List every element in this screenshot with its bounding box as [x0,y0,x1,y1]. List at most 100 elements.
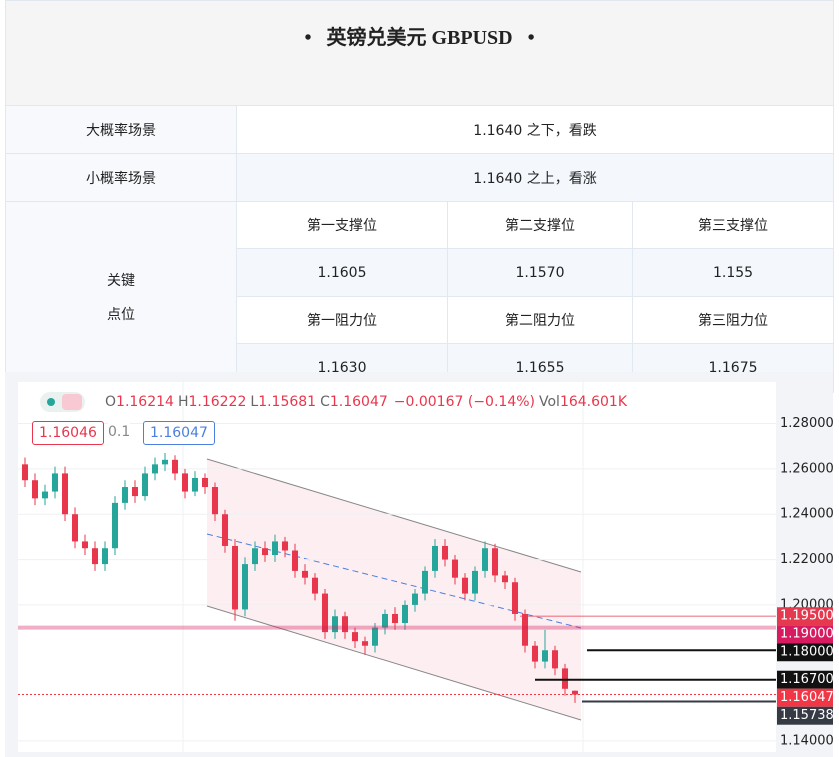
candle-body [512,582,518,614]
candle-body [362,641,368,646]
title: 英镑兑美元 GBPUSD [326,27,513,49]
title-cell: • 英镑兑美元 GBPUSD • [4,0,835,106]
price-label: 1.15738 [780,708,834,723]
price-label-bg [777,688,833,707]
price-label: 1.19000 [780,627,834,642]
candle-body [102,548,108,565]
ohlc-key: C [320,394,330,410]
cell: 大概率场景 [5,105,237,154]
candle-body [522,613,528,646]
candle-body [372,627,378,646]
change: −0.00167 (−0.14%) [393,394,535,410]
candle-body [72,514,78,542]
candle-body [282,541,288,551]
cell: 第一阻力位 [236,296,448,344]
ohlc-value: 1.16047 [329,394,388,410]
candle-body [392,613,398,624]
price-label: 1.19500 [780,609,834,624]
candle-body [322,593,328,633]
cell: 1.155 [631,248,835,297]
candle-body [432,545,438,571]
candle-body [422,570,428,594]
candle-body [552,650,558,669]
ohlc-value: 1.16214 [116,394,174,410]
volume-value: 164.601K [559,394,628,410]
cell: 关键 点位 [5,201,237,393]
candle-body [312,577,318,594]
candle-body [502,575,508,583]
candle-body [272,541,278,556]
candle-body [542,650,548,662]
cell: 1.1640 之下，看跌 [235,105,835,154]
candle-body [182,473,188,492]
price-label-bg [777,706,833,725]
price-label-bg [777,625,833,644]
price-label-bg [777,607,833,626]
candle-body [232,545,238,610]
candle-body [252,548,258,565]
ask-box[interactable]: 1.16047 [143,421,215,445]
y-tick-label: 1.26000 [780,461,834,476]
ohlc-key: H [177,394,189,410]
price-label: 1.16700 [780,672,834,687]
candle-body [82,541,88,549]
candle-body [32,480,38,499]
ohlc-legend: O1.16214 H1.16222 L1.15681 C1.16047 −0.00167… [101,394,627,410]
price-label: 1.18000 [780,645,834,660]
candle-body [382,613,388,628]
price-label-bg [777,643,833,662]
candle-body [242,564,248,610]
ohlc-key: O [105,394,117,410]
candle-body [152,464,158,474]
candle-body [92,548,98,565]
cell: 第三阻力位 [631,296,835,344]
price-label-bg [777,670,833,689]
ohlc-value: 1.15681 [258,394,317,410]
candle-body [492,548,498,576]
cell: 第三支撑位 [631,201,835,249]
key-label: 点位 [107,307,135,323]
candle-body [22,464,28,481]
candle-body [332,616,338,633]
y-tick-label: 1.24000 [780,507,834,522]
candle-body [452,559,458,578]
y-tick-label: 1.14000 [780,733,834,748]
candle-body [402,604,408,624]
candle-body [52,473,58,492]
candle-body [122,487,128,503]
cell: 第二支撑位 [447,201,633,249]
candle-body [412,593,418,605]
candle-body [532,645,538,662]
bid-box[interactable]: 1.16046 [32,421,104,445]
candle-body [62,473,68,515]
candle-body [222,514,228,546]
candle-body [442,545,448,560]
toolbar-dot[interactable] [47,398,55,406]
cell: 1.1570 [447,248,633,297]
candle-body [472,570,478,594]
candle-body [202,477,208,488]
candle-body [142,473,148,497]
cell: 小概率场景 [5,153,237,202]
channel-fill [207,459,581,720]
toolbar-icon[interactable] [62,394,82,410]
candle-body [112,502,118,549]
key-label: 关键 [107,273,135,289]
candle-body [302,570,308,578]
candle-body [352,632,358,642]
candle-body [572,690,578,695]
channel-mid [206,533,582,629]
cell: 1.1605 [236,248,448,297]
cell: 第二阻力位 [447,296,633,344]
ohlc-value: 1.16222 [188,394,247,410]
y-tick-label: 1.22000 [780,552,834,567]
candle-body [342,616,348,633]
candle-body [212,487,218,515]
price-label: 1.16047 [780,690,834,705]
candle-body [172,459,178,474]
y-tick-label: 1.28000 [780,416,834,431]
candle-body [562,668,568,689]
candle-body [192,477,198,492]
channel-lower [206,605,582,721]
candle-body [132,487,138,497]
